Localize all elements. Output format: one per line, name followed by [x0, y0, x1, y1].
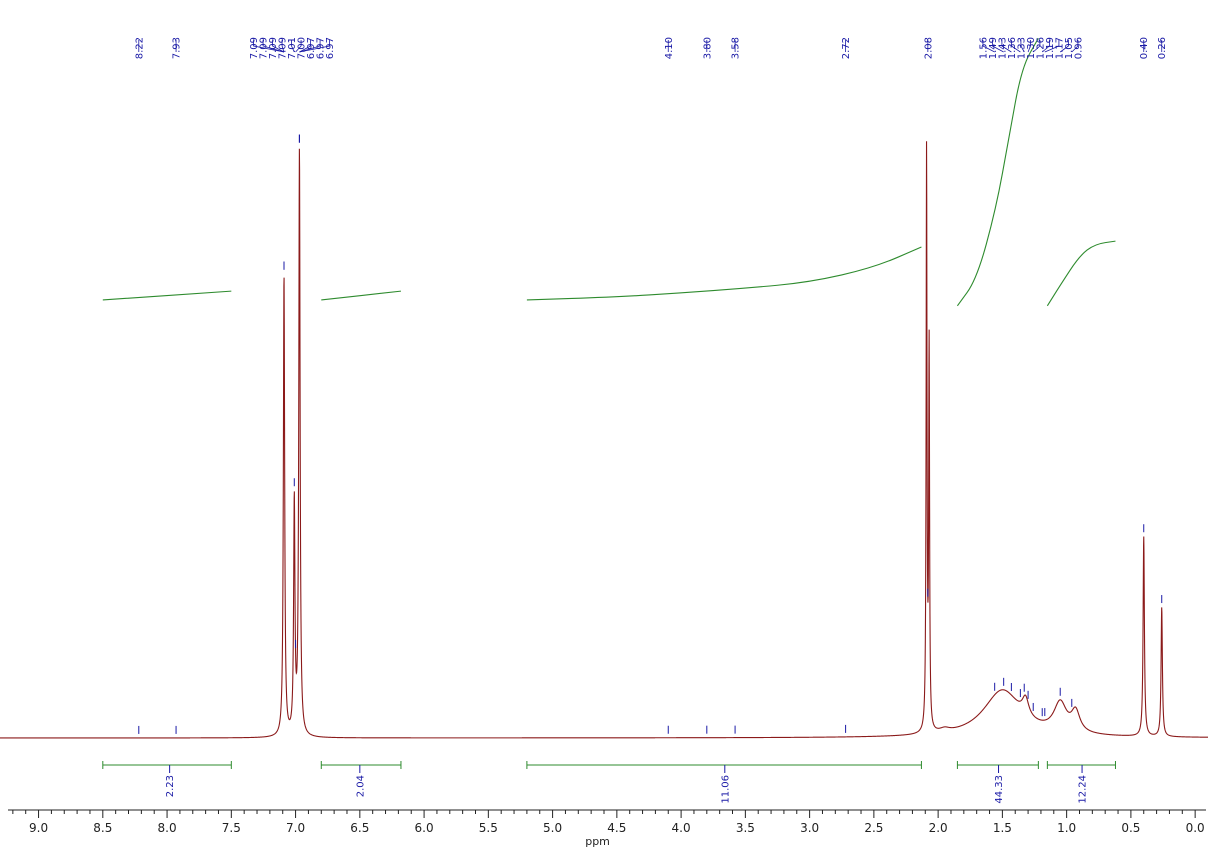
- x-tick-label: 3.0: [800, 821, 819, 835]
- peak-label: 1.36: [1007, 37, 1018, 59]
- integral-value: 12.24: [1078, 775, 1089, 804]
- x-axis-title: ppm: [585, 835, 610, 848]
- peak-leader-line: [272, 40, 285, 53]
- integral-curve-3: [956, 38, 1039, 307]
- x-tick-label: 8.5: [93, 821, 112, 835]
- peak-label: 1.56: [978, 37, 989, 59]
- peak-label: 7.09: [278, 37, 289, 59]
- peak-leader-line: [982, 40, 995, 53]
- peak-label: 2.08: [923, 37, 934, 59]
- integral-curve-2: [526, 246, 922, 301]
- peak-leader-line: [1032, 40, 1041, 53]
- peak-label: 2.72: [841, 37, 852, 59]
- peak-label: 7.09: [268, 37, 279, 59]
- peak-label: 3.80: [702, 37, 713, 59]
- peak-label: 0.26: [1157, 37, 1168, 59]
- peak-label: 7.09: [249, 37, 260, 59]
- integral-regions: 2.23 2.04 11.06 44.33 12.24: [102, 761, 1116, 804]
- peak-label: 1.26: [1035, 37, 1046, 59]
- x-tick-label: 2.5: [864, 821, 883, 835]
- integral-value: 11.06: [720, 775, 731, 804]
- peak-markers: [138, 134, 1163, 734]
- x-axis: 9.0 8.5 8.0 7.5 7.0 6.5 6.0 5.5 5.0 4.5 4.0 3.5 3.0 2…: [8, 809, 1206, 835]
- peak-leader-line: [295, 40, 302, 53]
- peak-label: 8.22: [134, 37, 145, 59]
- peak-leader-line: [1041, 40, 1050, 53]
- peak-label: 3.58: [731, 37, 742, 59]
- x-tick-label: 7.5: [222, 821, 241, 835]
- peak-leader-line: [992, 40, 1004, 53]
- peak-label: 6.97: [316, 37, 327, 59]
- x-tick-label: 6.5: [350, 821, 369, 835]
- peak-label: 4.10: [664, 37, 675, 59]
- integral-curve-1: [321, 290, 402, 301]
- peak-leader-line: [1059, 40, 1069, 53]
- peak-leader-line: [253, 40, 285, 53]
- integral-value: 2.23: [165, 775, 176, 797]
- x-tick-label: 3.5: [736, 821, 755, 835]
- peak-label: 1.33: [1016, 37, 1027, 59]
- peak-leader-line: [1011, 40, 1021, 53]
- peak-leader-line: [262, 40, 285, 53]
- peak-label: 1.30: [1026, 37, 1037, 59]
- integral-value: 2.04: [355, 775, 366, 797]
- peak-leader-line: [299, 40, 321, 53]
- peak-label: 1.17: [1054, 37, 1065, 59]
- peak-leader-line: [1044, 40, 1060, 53]
- peak-label: 7.93: [172, 37, 183, 59]
- peak-label: 0.96: [1073, 37, 1084, 59]
- peak-leader-line: [1071, 40, 1079, 53]
- integral-curves: [102, 38, 1116, 307]
- integral-curve-0: [102, 290, 232, 301]
- x-tick-label: 1.5: [993, 821, 1012, 835]
- peak-leader-line: [1020, 40, 1025, 53]
- peak-leader-line: [281, 40, 285, 53]
- x-tick-label: 4.5: [607, 821, 626, 835]
- x-tick-label: 5.5: [479, 821, 498, 835]
- peak-leader-line: [1001, 40, 1012, 53]
- peak-label: 1.19: [1045, 37, 1056, 59]
- x-tick-label: 6.0: [415, 821, 434, 835]
- peak-label: 0.40: [1139, 37, 1150, 59]
- x-tick-label: 8.0: [158, 821, 177, 835]
- spectrum-line: [0, 141, 1208, 739]
- x-tick-label: 1.0: [1057, 821, 1076, 835]
- peak-label: 7.00: [297, 37, 308, 59]
- integral-curve-4: [1046, 240, 1116, 307]
- peak-leader-line: [299, 40, 311, 53]
- x-tick-label: 9.0: [29, 821, 48, 835]
- integral-value: 44.33: [994, 775, 1005, 804]
- peak-labels: 8.22 7.93 7.097.097.097.097.017.006.976.97…: [134, 37, 1168, 59]
- x-tick-label: 0.0: [1186, 821, 1205, 835]
- x-tick-label: 0.5: [1121, 821, 1140, 835]
- peak-leader-line: [1027, 40, 1031, 53]
- x-tick-label: 2.0: [929, 821, 948, 835]
- peak-label: 7.09: [259, 37, 270, 59]
- x-tick-label: 4.0: [672, 821, 691, 835]
- peak-label: 6.97: [325, 37, 336, 59]
- peak-leader-line: [291, 40, 295, 53]
- peak-label: 1.43: [997, 37, 1008, 59]
- x-tick-label: 5.0: [543, 821, 562, 835]
- peak-leader-line: [299, 40, 330, 53]
- peak-label: 1.49: [988, 37, 999, 59]
- x-axis-ticks: 9.0 8.5 8.0 7.5 7.0 6.5 6.0 5.5 5.0 4.5 4.0 3.5 3.0 2…: [12, 810, 1205, 835]
- peak-label: 1.05: [1064, 37, 1075, 59]
- peak-label: 7.01: [287, 37, 298, 59]
- x-tick-label: 7.0: [286, 821, 305, 835]
